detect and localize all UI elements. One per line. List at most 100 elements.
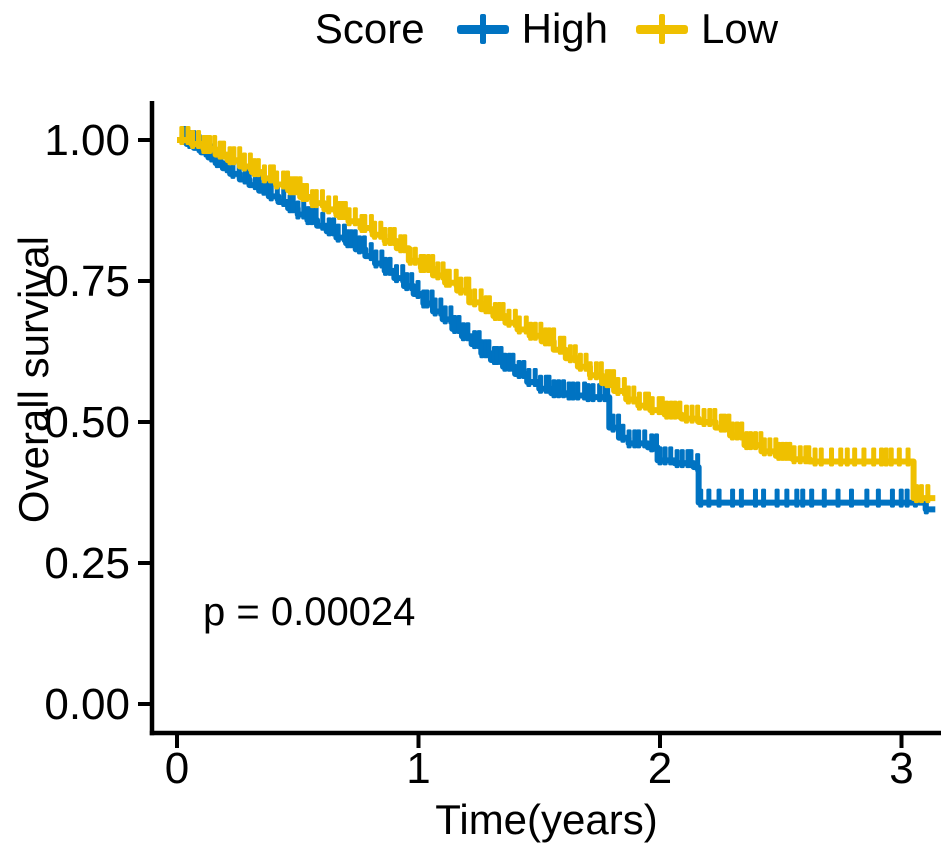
censor-mark-high bbox=[538, 374, 544, 394]
censor-mark-high bbox=[809, 488, 815, 508]
censor-mark-high bbox=[575, 381, 581, 401]
censor-mark-low bbox=[387, 226, 393, 246]
censor-mark-low bbox=[598, 361, 604, 381]
censor-mark-low bbox=[407, 246, 413, 266]
x-tick-label: 2 bbox=[648, 744, 672, 793]
censor-mark-low bbox=[516, 315, 522, 335]
censor-mark-low bbox=[739, 421, 745, 441]
censor-mark-low bbox=[326, 195, 332, 215]
p-value-annotation: p = 0.00024 bbox=[203, 590, 416, 634]
censor-mark-high bbox=[679, 449, 685, 469]
censor-mark-high bbox=[313, 206, 319, 226]
censor-mark-low bbox=[918, 484, 924, 504]
censor-mark-high bbox=[465, 322, 471, 342]
censor-mark-high bbox=[301, 200, 307, 220]
censor-mark-high bbox=[448, 305, 454, 325]
y-tick-label: 1.00 bbox=[44, 116, 130, 165]
censor-mark-low bbox=[879, 447, 885, 467]
censor-mark-high bbox=[761, 488, 767, 508]
censor-mark-low bbox=[776, 441, 782, 461]
legend-label-low: Low bbox=[701, 5, 779, 52]
censor-mark-low bbox=[664, 400, 670, 420]
censor-mark-high bbox=[502, 352, 508, 372]
censor-mark-high bbox=[585, 383, 591, 403]
censor-mark-low bbox=[421, 254, 427, 274]
legend-item-high: High bbox=[456, 2, 608, 56]
censor-mark-high bbox=[716, 488, 722, 508]
censor-mark-high bbox=[561, 379, 567, 399]
censor-mark-low bbox=[231, 146, 237, 166]
censor-mark-low bbox=[631, 385, 637, 405]
censor-mark-high bbox=[357, 235, 363, 255]
censor-mark-low bbox=[888, 447, 894, 467]
censor-mark-high bbox=[442, 305, 448, 325]
censor-mark-low bbox=[538, 321, 544, 341]
censor-mark-low bbox=[689, 404, 695, 424]
censor-mark-high bbox=[498, 345, 504, 365]
censor-mark-high bbox=[774, 488, 780, 508]
x-tick-label: 0 bbox=[165, 744, 189, 793]
censor-mark-low bbox=[925, 484, 931, 504]
censor-mark-high bbox=[848, 488, 854, 508]
censor-mark-low bbox=[787, 441, 793, 461]
censor-mark-high bbox=[752, 488, 758, 508]
censor-mark-high bbox=[368, 242, 374, 262]
censor-mark-high bbox=[452, 314, 458, 334]
censor-mark-low bbox=[251, 158, 257, 178]
censor-mark-low bbox=[478, 288, 484, 308]
censor-mark-high bbox=[326, 217, 332, 237]
censor-mark-high bbox=[546, 374, 552, 394]
y-tick-label: 0.25 bbox=[44, 539, 130, 588]
censor-mark-high bbox=[674, 449, 680, 469]
censor-mark-high bbox=[821, 488, 827, 508]
x-tick-label: 1 bbox=[406, 744, 430, 793]
censor-mark-high bbox=[590, 383, 596, 403]
censor-mark-low bbox=[871, 447, 877, 467]
censor-mark-low bbox=[528, 321, 534, 341]
censor-mark-low bbox=[818, 447, 824, 467]
censor-mark-high bbox=[532, 367, 538, 387]
censor-mark-high bbox=[494, 345, 500, 365]
censor-mark-high bbox=[875, 488, 881, 508]
censor-mark-high bbox=[632, 429, 638, 449]
censor-mark-low bbox=[701, 408, 707, 427]
y-tick-label: 0.75 bbox=[44, 257, 130, 306]
legend: Score High Low bbox=[152, 2, 941, 56]
y-axis-title: Overall survival bbox=[10, 236, 57, 524]
censor-mark-low bbox=[492, 301, 498, 321]
censor-mark-low bbox=[649, 396, 655, 416]
censor-mark-low bbox=[512, 308, 518, 328]
censor-mark-low bbox=[179, 126, 185, 145]
legend-title: Score bbox=[314, 5, 425, 52]
censor-mark-low bbox=[896, 447, 902, 467]
censor-mark-low bbox=[532, 321, 538, 341]
censor-mark-low bbox=[523, 315, 529, 335]
censor-mark-low bbox=[683, 404, 689, 424]
censor-mark-high bbox=[698, 488, 704, 508]
censor-mark-low bbox=[593, 361, 599, 381]
censor-mark-high bbox=[570, 381, 576, 401]
censor-mark-high bbox=[551, 379, 557, 399]
censor-mark-low bbox=[625, 385, 631, 405]
censor-mark-low bbox=[496, 301, 502, 321]
censor-mark-high bbox=[335, 223, 341, 243]
censor-mark-high bbox=[295, 200, 301, 220]
censor-mark-high bbox=[486, 339, 492, 359]
legend-item-low: Low bbox=[636, 2, 778, 56]
censor-mark-high bbox=[404, 272, 410, 292]
censor-mark-low bbox=[797, 445, 803, 465]
censor-mark-low bbox=[611, 369, 617, 389]
censor-mark-low bbox=[659, 396, 665, 416]
censor-mark-low bbox=[453, 268, 459, 288]
censor-mark-low bbox=[707, 408, 713, 427]
censor-mark-high bbox=[642, 429, 648, 449]
censor-mark-low bbox=[196, 129, 202, 149]
censor-mark-high bbox=[526, 367, 532, 387]
y-tick-label: 0.00 bbox=[44, 680, 130, 729]
low-series-key-icon bbox=[636, 13, 689, 45]
censor-mark-low bbox=[500, 301, 506, 321]
censor-mark-high bbox=[510, 352, 516, 372]
censor-mark-low bbox=[748, 431, 754, 451]
censor-mark-high bbox=[424, 289, 430, 309]
censor-mark-high bbox=[352, 229, 358, 249]
